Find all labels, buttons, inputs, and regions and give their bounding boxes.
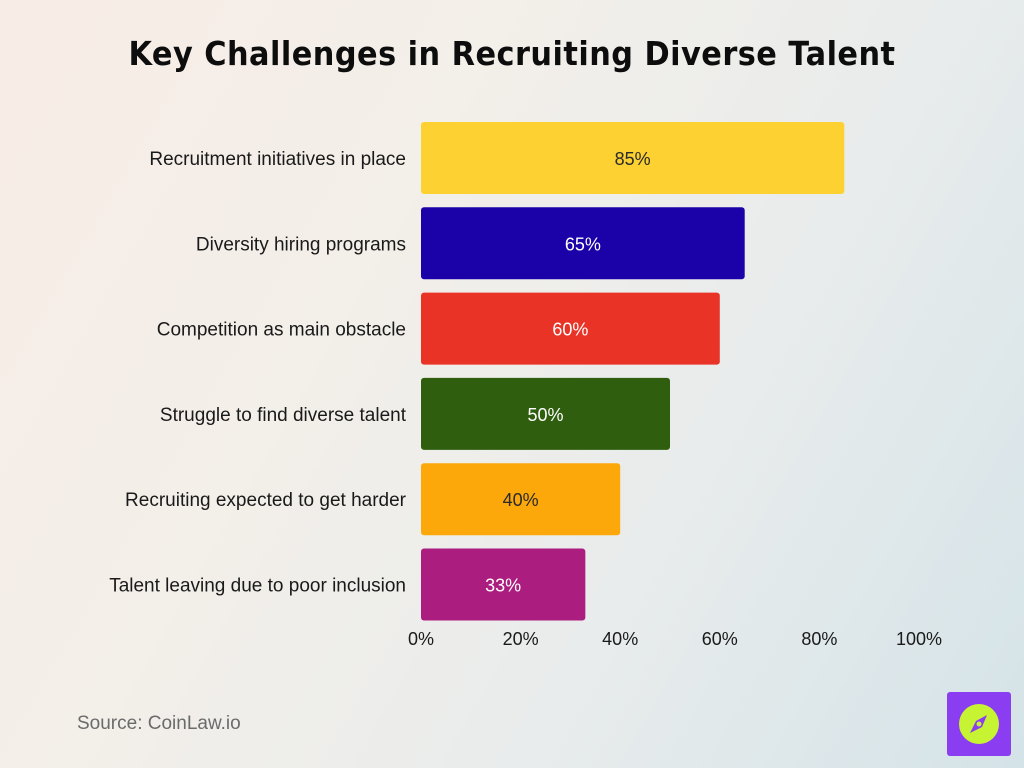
category-label: Competition as main obstacle <box>157 320 406 341</box>
x-tick-label: 40% <box>602 629 638 649</box>
compass-icon <box>959 704 999 744</box>
category-label: Recruiting expected to get harder <box>125 490 407 511</box>
bar-value-label: 33% <box>485 576 521 596</box>
x-tick-label: 60% <box>702 629 738 649</box>
bar <box>421 548 586 621</box>
bar <box>421 122 845 194</box>
x-tick-label: 0% <box>408 629 434 649</box>
bar-value-label: 60% <box>552 320 588 340</box>
source-credit: Source: CoinLaw.io <box>77 713 241 734</box>
x-tick-label: 100% <box>896 629 942 649</box>
bar <box>421 377 670 450</box>
bar-value-label: 40% <box>503 490 539 510</box>
category-label: Struggle to find diverse talent <box>160 405 407 426</box>
x-tick-label: 80% <box>801 629 837 649</box>
bar-value-label: 65% <box>565 234 601 254</box>
category-label: Diversity hiring programs <box>196 234 406 255</box>
bar <box>421 292 720 365</box>
x-tick-label: 20% <box>503 629 539 649</box>
coinlaw-logo <box>947 692 1011 756</box>
bar-value-label: 50% <box>527 405 563 425</box>
category-label: Talent leaving due to poor inclusion <box>109 576 406 597</box>
bar <box>421 207 745 280</box>
category-label: Recruitment initiatives in place <box>149 149 406 170</box>
bar <box>421 463 621 536</box>
chart-title: Key Challenges in Recruiting Diverse Tal… <box>128 34 896 73</box>
bar-value-label: 85% <box>615 149 651 169</box>
